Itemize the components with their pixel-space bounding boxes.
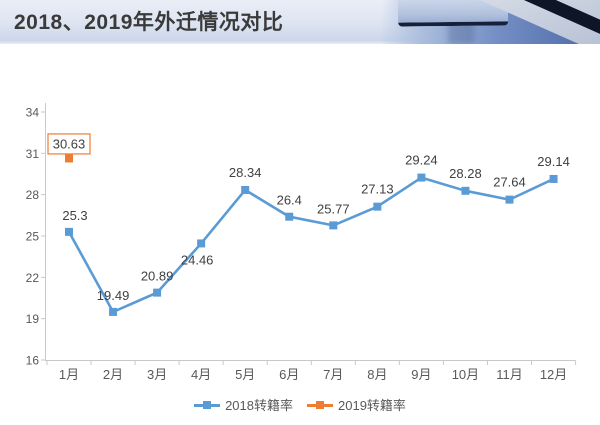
page-title: 2018、2019年外迁情况对比 [14, 10, 284, 34]
data-point-marker [461, 186, 470, 195]
data-label: 25.3 [62, 208, 87, 223]
y-axis-tick-label: 19 [26, 312, 40, 326]
legend-item-2019: 2019转籍率 [307, 399, 406, 412]
data-label-box [47, 133, 91, 155]
legend-marker-2019-icon [307, 400, 333, 410]
data-label: 29.14 [537, 154, 570, 169]
x-axis-tick-label: 10月 [452, 367, 479, 382]
data-label: 27.13 [361, 182, 394, 197]
x-axis-tick-label: 1月 [59, 367, 79, 382]
legend-label-2018: 2018转籍率 [225, 397, 293, 413]
x-axis-tick-label: 9月 [411, 367, 431, 382]
x-axis-tick-label: 8月 [367, 367, 387, 382]
data-label: 28.34 [229, 165, 262, 180]
x-axis-tick-label: 3月 [147, 367, 167, 382]
x-axis-tick-label: 7月 [323, 367, 343, 382]
data-label: 26.4 [277, 193, 302, 208]
y-axis-tick-label: 28 [26, 188, 40, 202]
series-line-2018转籍率 [67, 176, 555, 314]
data-point-marker [65, 227, 73, 236]
data-label: 27.64 [493, 175, 526, 190]
legend-item-2018: 2018转籍率 [194, 399, 293, 412]
x-axis-tick-label: 5月 [235, 367, 255, 382]
data-point-marker [505, 195, 514, 204]
header-photo [382, 0, 600, 44]
data-point-marker [549, 174, 558, 183]
data-label: 25.77 [317, 201, 350, 216]
x-axis-tick-label: 4月 [191, 367, 211, 382]
data-point-marker [285, 212, 294, 221]
data-label: 28.28 [449, 166, 482, 181]
x-axis-tick-label: 6月 [279, 367, 299, 382]
data-label: 29.24 [405, 153, 438, 168]
y-axis-tick-label: 22 [26, 271, 40, 285]
data-point-marker [153, 288, 162, 297]
data-point-marker [373, 202, 382, 211]
x-axis-tick-label: 11月 [496, 367, 523, 382]
data-label: 24.46 [181, 252, 214, 267]
page-header: 2018、2019年外迁情况对比 [0, 0, 600, 44]
data-point-marker [329, 221, 338, 230]
data-point-marker [241, 185, 250, 194]
data-label: 30.63 [53, 136, 86, 151]
legend-label-2019: 2019转籍率 [338, 397, 406, 413]
y-axis-tick-label: 31 [26, 147, 40, 161]
data-point-marker [65, 154, 73, 163]
x-axis-tick-label: 12月 [540, 367, 567, 382]
x-axis-tick-label: 2月 [103, 367, 123, 382]
y-axis-tick-label: 16 [26, 354, 40, 368]
data-label: 19.49 [97, 288, 130, 303]
data-label: 20.89 [141, 269, 174, 284]
chart-legend: 2018转籍率 2019转籍率 [0, 396, 600, 414]
data-point-marker [109, 307, 118, 316]
data-point-marker [197, 239, 206, 248]
data-point-marker [417, 173, 426, 182]
legend-marker-2018-icon [194, 400, 221, 410]
y-axis-tick-label: 34 [26, 106, 40, 120]
y-axis-tick-label: 25 [26, 230, 40, 244]
